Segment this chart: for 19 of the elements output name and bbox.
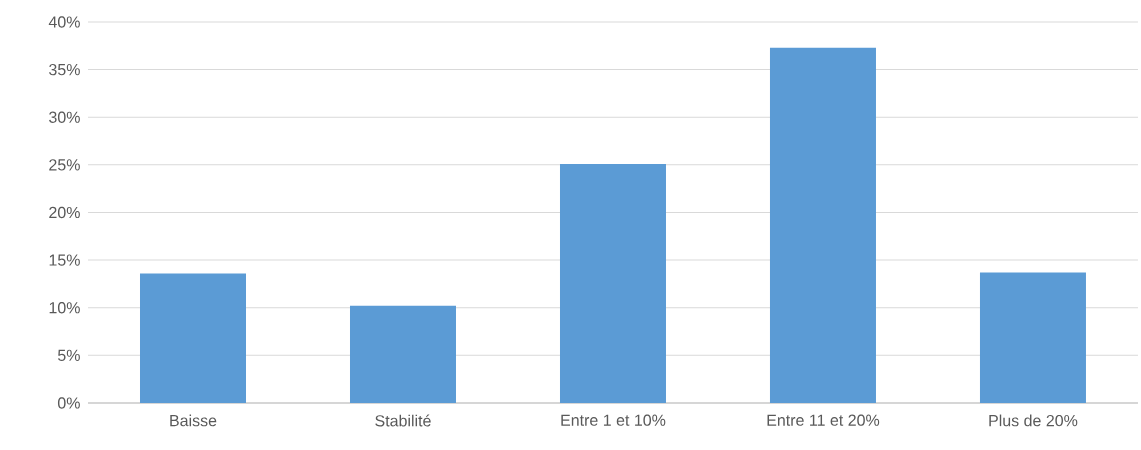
y-tick-label: 30% (49, 111, 80, 123)
bar (349, 305, 456, 403)
y-tick-label: 5% (57, 349, 80, 361)
x-tick-label: Entre 1 et 10% (561, 414, 666, 426)
bar (979, 272, 1086, 403)
y-tick-label: 10% (49, 302, 80, 314)
y-tick-label: 25% (49, 159, 80, 171)
y-tick-label: 20% (49, 206, 80, 219)
y-tick-label: 35% (49, 63, 80, 76)
x-tick-label: Plus de 20% (989, 414, 1078, 427)
x-tick-label: Baisse (170, 414, 217, 427)
y-tick-label: 15% (49, 254, 80, 266)
bar (140, 273, 246, 403)
y-tick-label: 40% (48, 16, 80, 28)
x-tick-label: Entre 11 et 20% (767, 414, 880, 426)
x-tick-label: Stabilité (375, 414, 431, 427)
y-tick-label: 0% (57, 397, 80, 409)
bar (769, 47, 876, 403)
bar (559, 163, 666, 403)
